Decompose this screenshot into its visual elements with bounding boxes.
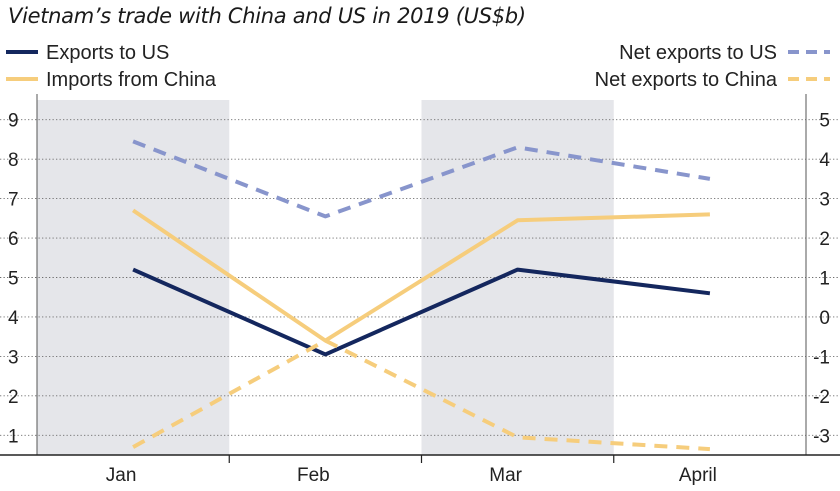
right-tick-label: -2 [813, 387, 830, 408]
right-tick-label: -3 [813, 426, 830, 447]
series-lines [131, 139, 711, 452]
right-tick-label: -1 [813, 347, 830, 368]
legend-label-exports-to-us: Exports to US [46, 42, 169, 64]
left-tick-label: 3 [8, 347, 19, 368]
legend-label-net-exports-to-us: Net exports to US [619, 42, 777, 64]
x-axis-tick-labels: Jan Feb Mar April [106, 465, 717, 486]
legend-label-net-exports-to-china: Net exports to China [595, 69, 778, 91]
axes [0, 94, 840, 463]
series-line-net-exports-to-us [132, 139, 711, 219]
left-tick-label: 2 [8, 387, 19, 408]
x-tick-label: April [679, 465, 717, 486]
gridlines [0, 119, 840, 436]
series-line-exports-to-us [132, 267, 711, 357]
left-tick-label: 5 [8, 269, 19, 290]
right-tick-label: 2 [819, 229, 830, 250]
left-tick-label: 7 [8, 190, 19, 211]
chart-title: Vietnam’s trade with China and US in 201… [8, 4, 526, 28]
legend: Exports to US Imports from China Net expor… [6, 42, 830, 91]
x-tick-label: Feb [297, 465, 330, 486]
right-tick-label: 3 [819, 190, 830, 211]
right-axis-tick-labels: -3 -2 -1 0 1 2 3 4 5 [813, 111, 830, 448]
right-tick-label: 4 [819, 150, 830, 171]
left-axis-tick-labels: 1 2 3 4 5 6 7 8 9 [8, 111, 19, 448]
right-tick-label: 0 [819, 308, 830, 329]
x-tick-label: Jan [106, 465, 137, 486]
series-line-net-exports-to-china [132, 338, 711, 452]
left-tick-label: 4 [8, 308, 19, 329]
left-tick-label: 8 [8, 150, 19, 171]
right-tick-label: 5 [819, 111, 830, 132]
left-tick-label: 9 [8, 111, 19, 132]
left-tick-label: 6 [8, 229, 19, 250]
legend-label-imports-from-china: Imports from China [46, 69, 217, 91]
series-line-imports-from-china [131, 208, 710, 343]
left-tick-label: 1 [8, 426, 19, 447]
right-tick-label: 1 [819, 269, 830, 290]
x-tick-label: Mar [489, 465, 522, 486]
